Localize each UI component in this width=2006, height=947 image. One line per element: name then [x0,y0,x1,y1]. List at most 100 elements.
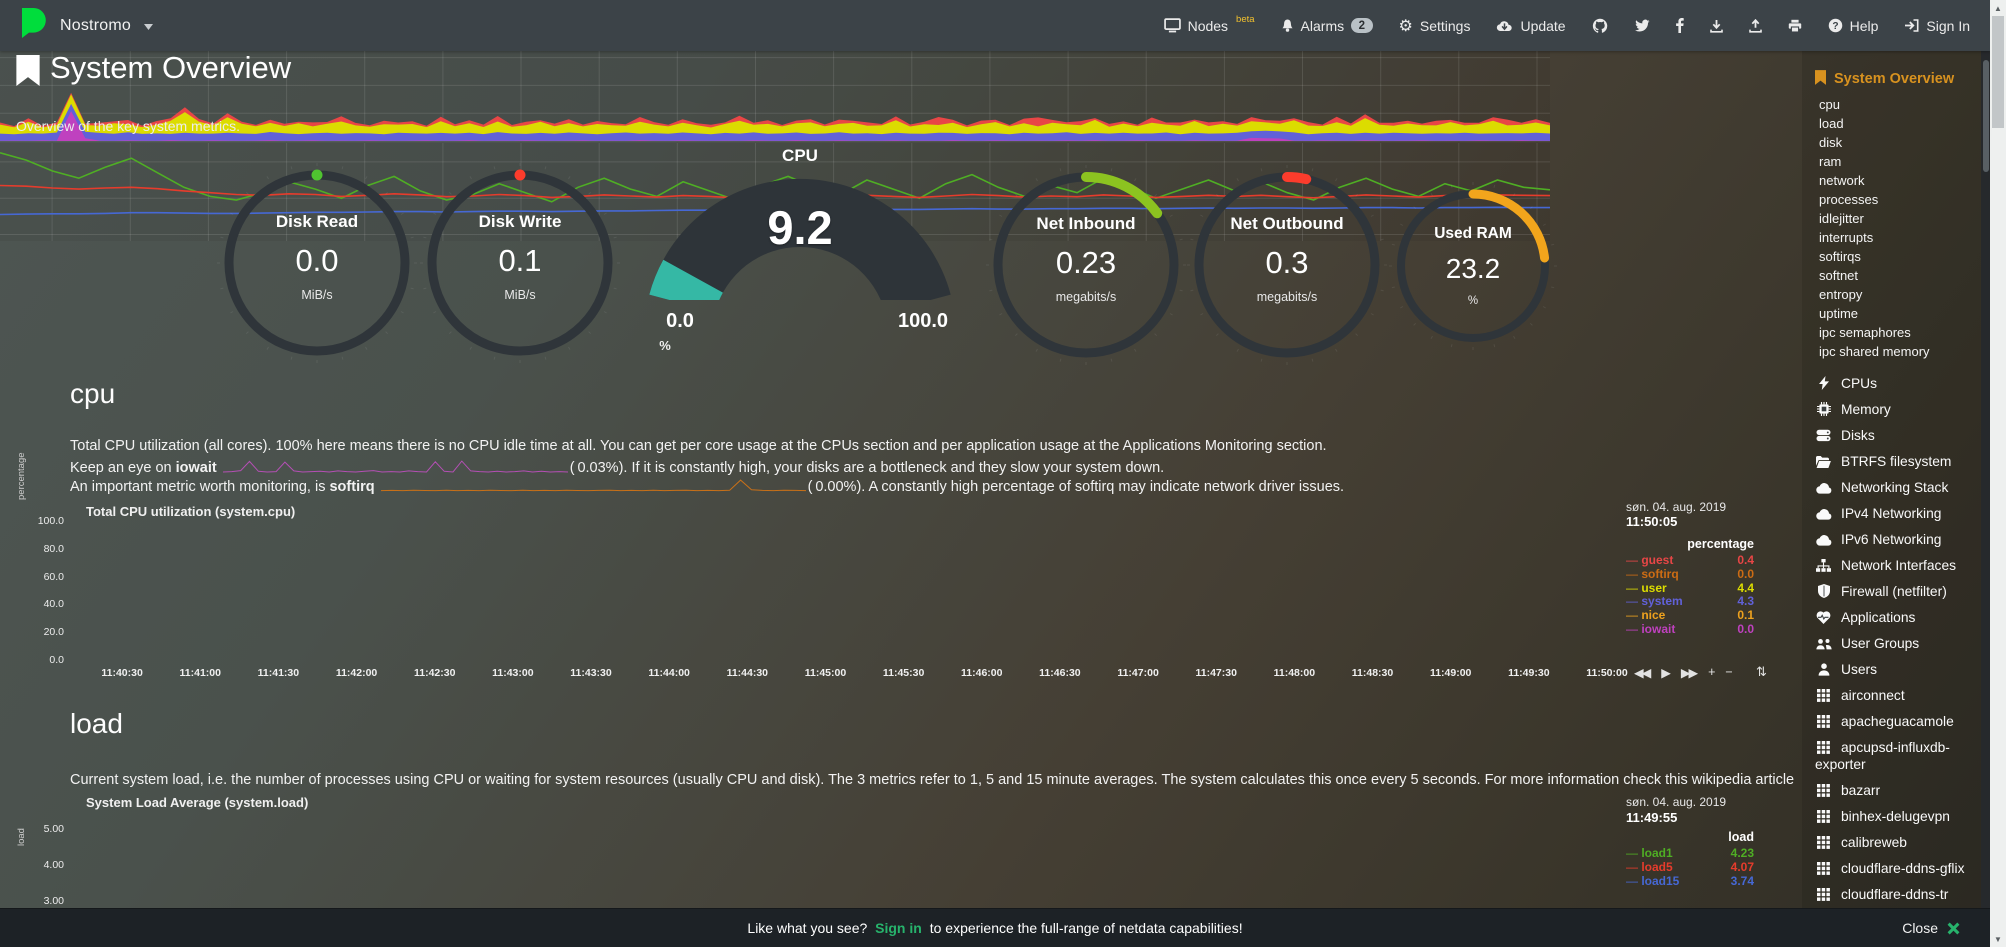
sidebar-subitem-ipc-shared-memory[interactable]: ipc shared memory [1819,344,1930,359]
banner-signin-link[interactable]: Sign in [875,920,922,936]
sidebar-subitem-disk[interactable]: disk [1819,135,1843,150]
sidebar-subitem-idlejitter[interactable]: idlejitter [1819,211,1864,226]
resize-handle-icon[interactable]: ⇅ [1756,664,1767,679]
sidebar-item-system-overview-active[interactable]: System Overview [1802,68,1981,90]
nav-item-twitter[interactable] [1634,19,1650,32]
cpu-section-heading: cpu [70,378,116,409]
rewind-icon[interactable]: ◀◀ [1634,666,1651,680]
sidebar-subitem-softnet[interactable]: softnet [1819,268,1859,283]
scroll-up-arrow-icon[interactable]: ▲ [1994,3,2002,13]
sidebar-subitem-ram[interactable]: ram [1819,154,1842,169]
sidebar-item-label: cloudflare-ddns-tr [1841,886,1949,902]
cpu-legend-row-iowait[interactable]: — iowait 0.0 [1626,622,1754,636]
cpu-xtick: 11:40:30 [101,667,143,679]
gauge-used-ram[interactable]: Used RAM 23.2% [1387,180,1559,357]
sidebar-item-binhex-delugevpn[interactable]: binhex-delugevpn [1802,803,1981,829]
sidebar-item-applications[interactable]: Applications [1802,604,1981,630]
nav-item-export-snapshot[interactable] [1709,19,1723,33]
sidebar-item-label: Network Interfaces [1841,557,1957,573]
sidebar-scrollbar-thumb[interactable] [1982,60,1989,172]
sidebar-item-apacheguacamole[interactable]: apacheguacamole [1802,708,1981,734]
nav-item-print[interactable] [1788,19,1802,33]
gauge-disk-read[interactable]: Disk Read 0.0 MiB/s [215,161,419,370]
brand[interactable]: Nostromo [20,6,153,45]
nav-item-alarms[interactable]: Alarms 2 [1281,18,1373,34]
cpu-legend-row-system[interactable]: — system 4.3 [1626,594,1754,609]
sidebar-item-ipv6-networking[interactable]: IPv6 Networking [1802,526,1981,552]
cpu-gauge-min: 0.0 [666,310,694,332]
sidebar-item-cloudflare-ddns-gflix[interactable]: cloudflare-ddns-gflix [1802,855,1981,881]
zoom-in-icon[interactable]: + [1708,665,1715,679]
load-legend-row-load15[interactable]: — load15 3.74 [1626,874,1754,888]
cpu-chart-time: 11:50:05 [1626,514,1678,529]
nav-item-github[interactable] [1592,18,1608,34]
cpu-legend-row-softirq[interactable]: — softirq 0.0 [1626,566,1754,581]
sidebar-item-network-interfaces[interactable]: Network Interfaces [1802,552,1981,578]
page-scrollbar-thumb[interactable] [1992,16,2004,128]
sidebar-item-memory[interactable]: Memory [1802,396,1981,422]
sidebar-active-label: System Overview [1834,71,1955,87]
load-legend-row-load1[interactable]: — load1 4.23 [1626,846,1754,860]
gauge-cpu[interactable] [644,178,956,313]
sidebar-subitem-uptime[interactable]: uptime [1819,306,1859,321]
banner-close-button[interactable]: Close [1902,920,1960,936]
gauge-label: Used RAM [1434,225,1512,242]
sidebar-item-cpus[interactable]: CPUs [1802,370,1981,396]
cpu-legend-row-nice[interactable]: — nice 0.1 [1626,608,1754,623]
sidebar-item-networking-stack[interactable]: Networking Stack [1802,474,1981,500]
bookmark-icon [1815,69,1826,89]
load-chart-date: søn. 04. aug. 2019 [1626,795,1727,809]
sidebar-item-apcupsd-influxdb-exporter[interactable]: apcupsd-influxdb-exporter [1802,734,1981,777]
folder-icon [1815,453,1832,470]
sidebar-item-firewall-netfilter-[interactable]: Firewall (netfilter) [1802,578,1981,604]
load-chart-title: System Load Average (system.load) [86,795,309,810]
cpu-legend-row-user[interactable]: — user 4.4 [1626,580,1754,595]
cpu-xtick: 11:46:00 [961,667,1003,679]
sidebar-scrollbar[interactable] [1981,51,1990,908]
gauge-net-inbound[interactable]: Net Inbound 0.23 megabits/s [984,163,1188,372]
cpu-ytick: 80.0 [43,542,64,555]
gauge-net-outbound[interactable]: Net Outbound 0.3 megabits/s [1185,163,1389,372]
disks-icon [1815,427,1832,444]
sidebar-subitem-cpu[interactable]: cpu [1819,97,1840,112]
sidebar-item-btrfs-filesystem[interactable]: BTRFS filesystem [1802,448,1981,474]
fast-forward-icon[interactable]: ▶▶ [1680,666,1698,680]
nav-item-update[interactable]: Update [1496,18,1566,34]
nav-item-import-snapshot[interactable] [1748,18,1762,33]
load-chart-time: 11:49:55 [1626,810,1678,825]
sidebar-subitem-load[interactable]: load [1819,116,1844,131]
sidebar-subitem-entropy[interactable]: entropy [1819,287,1863,302]
sidebar-item-user-groups[interactable]: User Groups [1802,630,1981,656]
sidebar-item-users[interactable]: Users [1802,656,1981,682]
nav-item-settings[interactable]: ⚙ Settings [1399,18,1471,35]
sidebar-subitem-network[interactable]: network [1819,173,1865,188]
sidebar-item-bazarr[interactable]: bazarr [1802,777,1981,803]
chevron-down-icon [143,17,153,35]
cpu-legend-row-guest[interactable]: — guest 0.4 [1626,553,1754,567]
signin-banner: Like what you see? Sign in to experience… [0,908,1990,947]
sidebar-item-cloudflare-ddns-tr[interactable]: cloudflare-ddns-tr [1802,881,1981,907]
iowait-sparkline[interactable] [222,458,568,474]
scroll-down-arrow-icon[interactable]: ▼ [1994,934,2002,944]
cloud-icon [1815,531,1832,548]
sidebar-item-disks[interactable]: Disks [1802,422,1981,448]
load-legend-row-load5[interactable]: — load5 4.07 [1626,860,1754,874]
sidebar-subitem-ipc-semaphores[interactable]: ipc semaphores [1819,325,1911,340]
nav-item-help[interactable]: ? Help [1828,18,1878,34]
nav-item-nodes[interactable]: Nodes beta [1163,14,1255,34]
play-icon[interactable]: ▶ [1661,666,1671,680]
sidebar-subitem-softirqs[interactable]: softirqs [1819,249,1861,264]
hostname-dropdown[interactable]: Nostromo [60,16,131,34]
sidebar-subitem-processes[interactable]: processes [1819,192,1879,207]
page-scrollbar[interactable]: ▲ ▼ [1990,0,2006,947]
sidebar-item-airconnect[interactable]: airconnect [1802,682,1981,708]
sidebar-item-ipv4-networking[interactable]: IPv4 Networking [1802,500,1981,526]
sidebar-subitem-interrupts[interactable]: interrupts [1819,230,1874,245]
sidebar-item-calibreweb[interactable]: calibreweb [1802,829,1981,855]
softirq-sparkline[interactable] [380,477,806,493]
nav-item-facebook[interactable] [1675,18,1684,33]
nav-item-sign-in[interactable]: Sign In [1904,18,1970,34]
nav-item-label: Alarms [1300,17,1345,34]
zoom-out-icon[interactable]: − [1725,665,1732,679]
gauge-disk-write[interactable]: Disk Write 0.1 MiB/s [418,161,622,370]
